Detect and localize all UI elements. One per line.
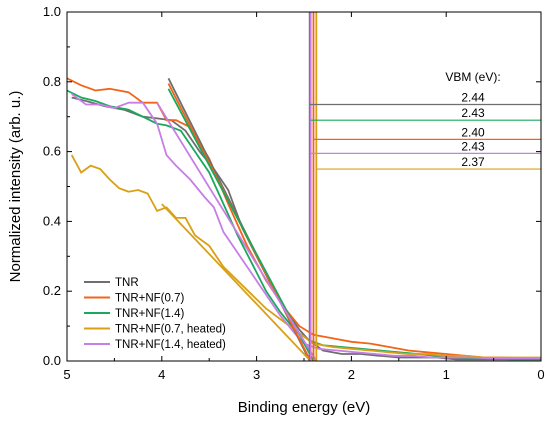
y-tick-label: 0.8 (43, 74, 61, 89)
x-tick-label: 4 (158, 367, 165, 382)
vbm-value-label: 2.43 (461, 139, 485, 153)
legend-label: TNR (115, 277, 139, 289)
y-axis-label: Normalized intensity (arb. u.) (7, 91, 24, 283)
x-tick-label: 0 (537, 367, 544, 382)
plot-content (66, 77, 541, 361)
x-tick-label: 3 (253, 367, 260, 382)
y-tick-label: 0.4 (43, 213, 61, 228)
legend-label: TNR+NF(1.4, heated) (115, 339, 226, 351)
x-axis-label: Binding energy (eV) (238, 399, 371, 416)
fit-lines (156, 77, 318, 362)
legend-label: TNR+NF(0.7) (115, 293, 184, 305)
y-tick-label: 0.2 (43, 283, 61, 298)
y-tick-label: 0.0 (43, 353, 61, 368)
legend-label: TNR+NF(0.7, heated) (115, 324, 226, 336)
x-tick-label: 5 (63, 367, 70, 382)
vbm-header: VBM (eV): (445, 70, 500, 84)
vbm-value-label: 2.40 (461, 125, 485, 139)
x-tick-label: 2 (348, 367, 355, 382)
y-tick-label: 0.6 (43, 144, 61, 159)
fit-line (156, 102, 318, 362)
fit-line (161, 203, 312, 362)
legend-label: TNR+NF(1.4) (115, 308, 184, 320)
vbm-value-label: 2.37 (461, 155, 485, 169)
axes: 5 4 3 2 1 0 0.0 0.2 0.4 0.6 0.8 1.0 (43, 4, 545, 382)
vbm-markers: 2.442.432.402.432.37 (308, 12, 541, 361)
x-tick-label: 1 (443, 367, 450, 382)
vbm-value-label: 2.44 (461, 90, 485, 104)
y-tick-label: 1.0 (43, 4, 61, 19)
vbm-value-label: 2.43 (461, 106, 485, 120)
series-line (70, 154, 541, 359)
legend: TNR TNR+NF(0.7) TNR+NF(1.4) TNR+NF(0.7, hea… (84, 277, 226, 351)
series-line (71, 93, 541, 360)
